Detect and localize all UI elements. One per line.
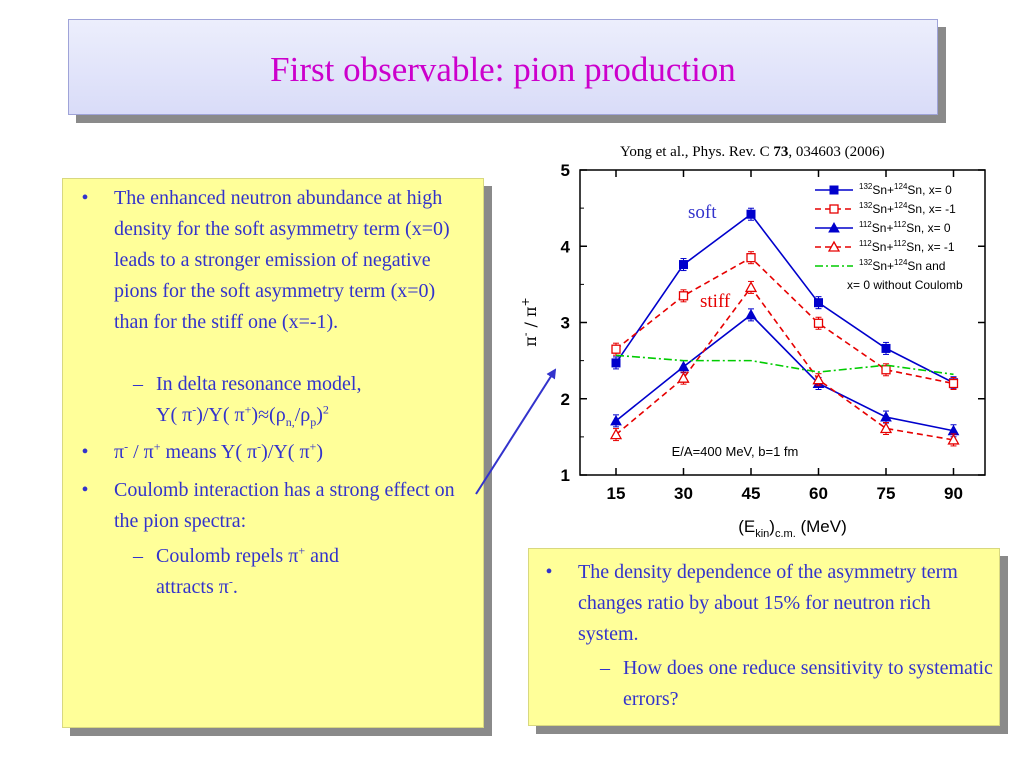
data-point — [881, 365, 891, 375]
bullet-pion-ratio: • π- / π+ means Y( π-)/Y( π+) — [81, 437, 474, 468]
annotation-condition: E/A=400 MeV, b=1 fm — [672, 444, 799, 459]
annotation-soft: soft — [688, 202, 717, 223]
reference-volume: 73 — [773, 144, 789, 160]
legend-label: 132Sn+124Sn, x= -1 — [859, 201, 956, 216]
x-axis-label: (Ekin)c.m. (MeV) — [738, 517, 847, 540]
data-point — [881, 343, 891, 353]
data-point — [609, 428, 623, 440]
ratio-symbol: π- / π+ — [114, 439, 161, 463]
x-axis-label-part: ) — [769, 517, 775, 536]
bullet-mark: • — [545, 561, 553, 583]
left-text-panel: • The enhanced neutron abundance at high… — [62, 178, 484, 728]
series-2 — [611, 251, 959, 390]
sub-bullet-text-a: Coulomb repels — [156, 545, 289, 567]
legend: 132Sn+124Sn, x= 0 132Sn+124Sn, x= -1 112Sn… — [815, 182, 963, 292]
data-point — [746, 209, 756, 219]
data-point — [829, 204, 839, 214]
data-point — [677, 360, 690, 372]
data-point — [678, 291, 689, 301]
data-point — [610, 414, 622, 426]
x-axis-label-part: (MeV) — [796, 517, 847, 536]
data-point — [880, 411, 892, 422]
y-tick-label: 1 — [561, 466, 570, 485]
x-tick-label: 30 — [674, 484, 693, 503]
y-tick-label: 3 — [561, 314, 570, 333]
bullet-mark: • — [81, 187, 89, 209]
dash-mark: – — [600, 657, 610, 679]
x-tick-label: 75 — [877, 484, 896, 503]
right-text-panel: • The density dependence of the asymmetr… — [528, 548, 1000, 726]
y-axis-label: π- / π+ — [519, 297, 540, 347]
data-point — [948, 378, 959, 389]
bullet-coulomb: • Coulomb interaction has a strong effec… — [81, 475, 474, 537]
x-tick-label: 45 — [742, 484, 761, 503]
data-point — [813, 318, 824, 328]
data-point — [812, 373, 825, 385]
data-point — [611, 344, 621, 354]
sub-bullet-coulomb-repels: – Coulomb repels π+ and attracts π-. — [133, 541, 476, 603]
bullet-text: The density dependence of the asymmetry … — [578, 561, 958, 645]
sub-bullet-text-b: and — [305, 545, 339, 567]
y-axis-label-text: π- / π+ — [519, 297, 540, 347]
data-point — [611, 358, 621, 368]
ratio-formula-tail: π-)/Y( π+) — [242, 439, 323, 463]
series-line — [615, 213, 954, 384]
reference-authors: Yong et al., Phys. Rev. C — [620, 144, 774, 160]
y-tick-label: 2 — [561, 390, 570, 409]
data-point — [744, 281, 758, 293]
annotation-stiff: stiff — [700, 291, 731, 312]
reference-citation: Yong et al., Phys. Rev. C 73, 034603 (20… — [620, 144, 885, 161]
legend-label: 112Sn+112Sn, x= 0 — [859, 220, 951, 235]
bullet-text: The enhanced neutron abundance at high d… — [114, 187, 450, 333]
data-point — [829, 185, 839, 195]
series-line — [615, 256, 954, 385]
dash-mark: – — [133, 373, 143, 395]
legend-label: 132Sn+124Sn and — [859, 258, 945, 273]
data-point — [879, 422, 893, 434]
bullet-mark: • — [81, 479, 89, 501]
bullet-text: means Y( — [160, 441, 243, 463]
x-axis-label-part: c.m. — [775, 528, 796, 540]
data-point — [679, 260, 688, 270]
callout-arrow — [475, 368, 557, 495]
data-point — [677, 371, 690, 383]
data-point — [745, 308, 757, 320]
data-point — [947, 433, 960, 445]
series-4 — [609, 280, 960, 447]
x-axis-label-part: (E — [738, 517, 755, 536]
title-box: First observable: pion production — [68, 19, 938, 115]
reference-rest: , 034603 (2006) — [788, 144, 885, 160]
sub-bullet-delta-model: – In delta resonance model, Y( π-)/Y( π+… — [133, 369, 476, 431]
series-line — [615, 313, 954, 432]
y-tick-label: 5 — [561, 161, 570, 180]
sub-bullet-text-c: attracts — [156, 576, 219, 598]
data-point — [828, 221, 840, 233]
data-point — [827, 240, 841, 252]
series-line — [615, 286, 954, 441]
sub-bullet-systematic-errors: – How does one reduce sensitivity to sys… — [600, 653, 993, 715]
slide-title: First observable: pion production — [270, 50, 736, 89]
data-point — [814, 298, 823, 308]
data-point — [746, 253, 756, 263]
sub-bullet-text: How does one reduce sensitivity to syste… — [623, 657, 993, 710]
x-tick-label: 90 — [944, 484, 963, 503]
bullet-text: Coulomb interaction has a strong effect … — [114, 479, 455, 532]
dash-mark: – — [133, 545, 143, 567]
legend-label: 112Sn+112Sn, x= -1 — [859, 239, 955, 254]
bullet-density-dependence: • The density dependence of the asymmetr… — [545, 557, 988, 650]
legend-label-line2: x= 0 without Coulomb — [847, 278, 963, 292]
ratio-formula: Y( π-)/Y( π+)≈(ρn,/ρp)2 — [156, 402, 329, 429]
y-tick-label: 4 — [561, 237, 571, 256]
bullet-mark: • — [81, 441, 89, 463]
sub-bullet-text: In delta resonance model, — [156, 373, 362, 395]
x-tick-label: 15 — [607, 484, 626, 503]
legend-label: 132Sn+124Sn, x= 0 — [859, 182, 952, 197]
x-axis-label-part: kin — [755, 528, 769, 540]
bullet-enhanced-neutron: • The enhanced neutron abundance at high… — [81, 183, 474, 338]
x-tick-label: 60 — [809, 484, 828, 503]
